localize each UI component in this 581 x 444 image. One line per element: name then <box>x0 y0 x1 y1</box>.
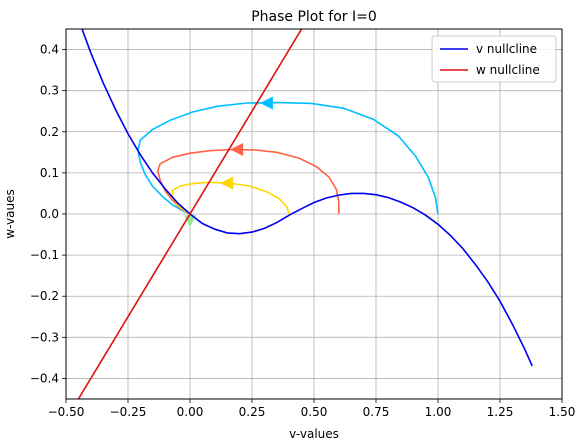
trajectory-line-2 <box>171 181 290 215</box>
grid <box>65 29 563 399</box>
x-tick-label: 1.00 <box>425 405 452 419</box>
legend: v nullcline w nullcline <box>431 35 557 83</box>
series-line-0 <box>81 29 533 367</box>
x-axis-ticks: −0.50 −0.25 0.00 0.25 0.50 0.75 1.00 1.25 1.50 <box>48 399 576 419</box>
x-tick-label: 0.75 <box>363 405 390 419</box>
series-line-1 <box>77 29 303 399</box>
y-axis-label: w-vaues <box>3 189 17 239</box>
legend-label-1: w nullcline <box>476 63 540 77</box>
y-tick-label: −0.1 <box>30 248 59 262</box>
x-tick-label: 0.50 <box>301 405 328 419</box>
x-tick-label: 0.00 <box>177 405 204 419</box>
y-tick-label: 0.0 <box>40 207 59 221</box>
trajectory-arrow-2 <box>220 176 234 190</box>
x-axis-label: v-values <box>289 427 339 441</box>
y-tick-label: −0.3 <box>30 330 59 344</box>
y-tick-label: 0.3 <box>40 84 59 98</box>
series-layer <box>77 29 533 399</box>
y-tick-label: 0.1 <box>40 166 59 180</box>
y-tick-label: 0.2 <box>40 125 59 139</box>
x-tick-label: −0.50 <box>48 405 85 419</box>
y-tick-label: −0.2 <box>30 289 59 303</box>
chart-title: Phase Plot for I=0 <box>251 9 377 25</box>
legend-label-0: v nullcline <box>476 42 537 56</box>
x-tick-label: −0.25 <box>110 405 147 419</box>
y-tick-label: 0.4 <box>40 43 59 57</box>
trajectory-line-0 <box>137 101 439 215</box>
x-tick-label: 1.50 <box>549 405 576 419</box>
trajectory-line-1 <box>156 148 340 215</box>
y-axis-ticks: −0.4 −0.3 −0.2 −0.1 0.0 0.1 0.2 0.3 0.4 <box>30 43 66 385</box>
trajectory-arrow-1 <box>230 142 244 156</box>
x-tick-label: 1.25 <box>487 405 514 419</box>
trajectory-arrow-0 <box>259 96 273 110</box>
y-tick-label: −0.4 <box>30 371 59 385</box>
x-tick-label: 0.25 <box>239 405 266 419</box>
